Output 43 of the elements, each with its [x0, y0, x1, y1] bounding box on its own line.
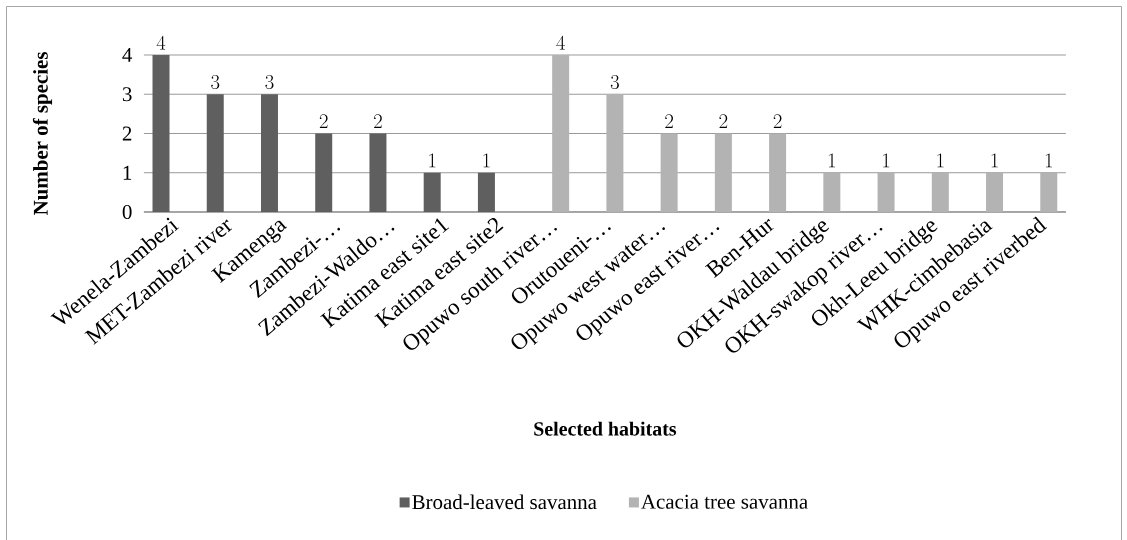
bar [369, 133, 387, 212]
data-label: 1 [937, 153, 944, 168]
data-label: 3 [610, 75, 619, 90]
y-tick-label: 1 [123, 165, 132, 180]
bar [423, 172, 441, 212]
y-tick-label: 0 [122, 204, 132, 220]
y-tick-label: 4 [122, 48, 133, 62]
y-tick-label: 3 [122, 87, 132, 102]
data-label: 1 [1045, 153, 1052, 168]
bar [823, 172, 841, 212]
bar [660, 133, 678, 212]
bar [1040, 172, 1058, 212]
data-label: 2 [374, 114, 382, 128]
bar [552, 54, 570, 212]
data-label: 1 [483, 153, 490, 168]
y-tick-label: 2 [122, 126, 132, 141]
bar [260, 94, 278, 212]
legend-label: Acacia tree savanna [641, 494, 808, 509]
bar [986, 172, 1004, 212]
data-label: 2 [719, 114, 728, 128]
data-label: 1 [828, 153, 836, 168]
data-label: 2 [319, 114, 328, 128]
data-label: 2 [773, 114, 782, 128]
bar [152, 54, 170, 212]
legend-label: Broad-leaved savanna [412, 494, 597, 510]
bar [877, 172, 895, 212]
bar [606, 94, 624, 212]
data-label: 2 [665, 114, 673, 128]
data-label: 3 [265, 75, 274, 90]
bar [714, 133, 732, 212]
bar [206, 94, 224, 212]
y-axis-title: Number of species [32, 52, 53, 216]
bar [931, 172, 949, 212]
data-label: 3 [211, 75, 220, 90]
data-label: 1 [429, 153, 436, 168]
data-label: 1 [883, 153, 890, 168]
data-label: 4 [556, 35, 565, 50]
bar [769, 133, 787, 212]
data-label: 1 [991, 153, 998, 168]
bar [477, 172, 495, 212]
bar [315, 133, 333, 212]
x-axis-title: Selected habitats [534, 421, 677, 436]
data-label: 4 [156, 35, 166, 50]
